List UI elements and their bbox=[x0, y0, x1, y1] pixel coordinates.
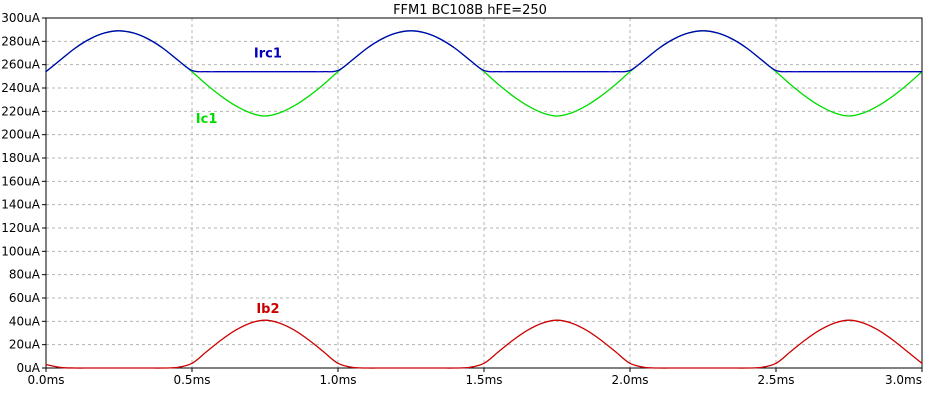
series-line-ib2 bbox=[45, 319, 923, 369]
x-tick-label: 1.0ms bbox=[319, 373, 356, 387]
y-tick-label: 0uA bbox=[17, 361, 41, 375]
series-line-irc1 bbox=[45, 30, 923, 73]
y-tick-label: 140uA bbox=[1, 198, 41, 212]
series-labels: Ic1 Irc1 Ib2 bbox=[196, 47, 282, 317]
y-tick-label: 20uA bbox=[9, 338, 41, 352]
y-tick-label: 40uA bbox=[9, 314, 41, 328]
x-tick-label: 0.0ms bbox=[27, 373, 64, 387]
x-tick-label: 1.5ms bbox=[465, 373, 502, 387]
y-tick-label: 60uA bbox=[9, 291, 41, 305]
series-group bbox=[45, 30, 923, 369]
axes: 0uA 20uA 40uA 60uA 80uA 100uA 120uA 140uA 160uA 1… bbox=[1, 11, 923, 387]
x-tick-label: 2.0ms bbox=[611, 373, 648, 387]
series-label-ic1: Ic1 bbox=[196, 112, 218, 127]
y-tick-label: 280uA bbox=[1, 34, 41, 48]
y-tick-label: 80uA bbox=[9, 268, 41, 282]
y-tick-label: 200uA bbox=[1, 128, 41, 142]
y-tick-label: 220uA bbox=[1, 104, 41, 118]
series-label-irc1: Irc1 bbox=[254, 47, 282, 62]
series-line-ic1 bbox=[45, 30, 923, 117]
x-tick-label: 3.0ms bbox=[885, 373, 922, 387]
x-tick-label: 0.5ms bbox=[173, 373, 210, 387]
y-tick-label: 300uA bbox=[1, 11, 41, 25]
y-tick-label: 240uA bbox=[1, 81, 41, 95]
chart-title: FFM1 BC108B hFE=250 bbox=[393, 3, 547, 18]
y-tick-label: 120uA bbox=[1, 221, 41, 235]
series-label-ib2: Ib2 bbox=[256, 302, 279, 317]
y-tick-label: 260uA bbox=[1, 58, 41, 72]
y-tick-label: 100uA bbox=[1, 244, 41, 258]
y-tick-label: 180uA bbox=[1, 151, 41, 165]
x-tick-label: 2.5ms bbox=[757, 373, 794, 387]
y-tick-label: 160uA bbox=[1, 174, 41, 188]
grid bbox=[46, 18, 922, 368]
